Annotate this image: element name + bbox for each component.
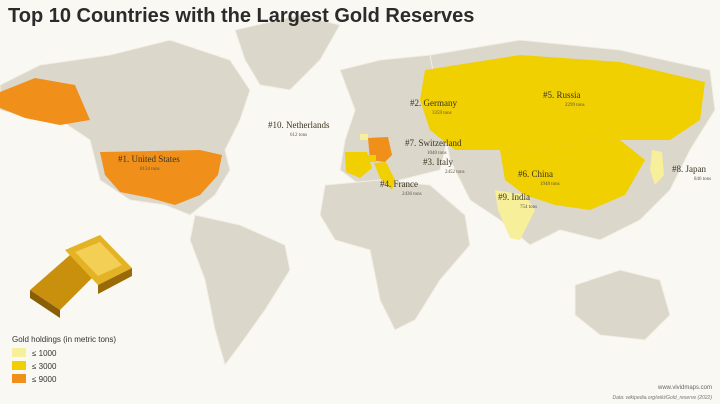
country-labels: #1. United States 8134 tons #2. Germany 335…	[118, 90, 711, 210]
country-amount: 2436 tons	[402, 192, 422, 197]
country-label: #1. United States	[118, 154, 180, 164]
country-label: #5. Russia	[543, 90, 581, 100]
country-amount: 846 tons	[694, 177, 711, 182]
country-label: #3. Italy	[423, 157, 453, 167]
legend-swatch	[12, 348, 26, 357]
country-amount: 1040 tons	[427, 151, 447, 156]
country-amount: 2452 tons	[445, 170, 465, 175]
country-label: #4. France	[380, 179, 418, 189]
country-shape	[366, 155, 376, 162]
country-shape	[374, 162, 395, 190]
country-label: #9. India	[498, 192, 530, 202]
country-label: #7. Switzerland	[405, 138, 462, 148]
legend-label: ≤ 1000	[32, 349, 57, 358]
country-amount: 8134 tons	[140, 167, 160, 172]
legend-swatch	[12, 374, 26, 383]
legend-label: ≤ 3000	[32, 362, 57, 371]
legend: Gold holdings (in metric tons) ≤ 1000 ≤ 3…	[12, 335, 116, 384]
legend-swatch	[12, 361, 26, 370]
country-shape	[420, 55, 705, 150]
legend-title: Gold holdings (in metric tons)	[12, 335, 116, 344]
gold-bars	[30, 235, 132, 318]
map-title: Top 10 Countries with the Largest Gold R…	[8, 5, 474, 27]
country-amount: 754 tons	[520, 205, 537, 210]
credit-source: Data: wikipedia.org/wiki/Gold_reserve (2…	[613, 395, 713, 401]
legend-label: ≤ 9000	[32, 375, 57, 384]
country-shape	[650, 150, 664, 185]
country-amount: 612 tons	[290, 133, 307, 138]
country-label: #2. Germany	[410, 98, 457, 108]
legend-items: ≤ 1000 ≤ 3000 ≤ 9000	[12, 348, 57, 384]
country-label: #8. Japan	[672, 164, 706, 174]
country-shape	[100, 150, 222, 205]
country-shape	[495, 190, 535, 240]
country-shape	[0, 78, 90, 125]
country-label: #6. China	[518, 169, 553, 179]
highlighted-countries	[0, 55, 705, 240]
country-amount: 3359 tons	[432, 111, 452, 116]
country-amount: 1948 tons	[540, 182, 560, 187]
country-shape	[360, 134, 368, 140]
country-amount: 2299 tons	[565, 103, 585, 108]
country-shape	[345, 152, 372, 178]
credit-site: www.vividmaps.com	[657, 385, 712, 391]
country-shape	[500, 140, 645, 210]
country-label: #10. Netherlands	[268, 120, 330, 130]
